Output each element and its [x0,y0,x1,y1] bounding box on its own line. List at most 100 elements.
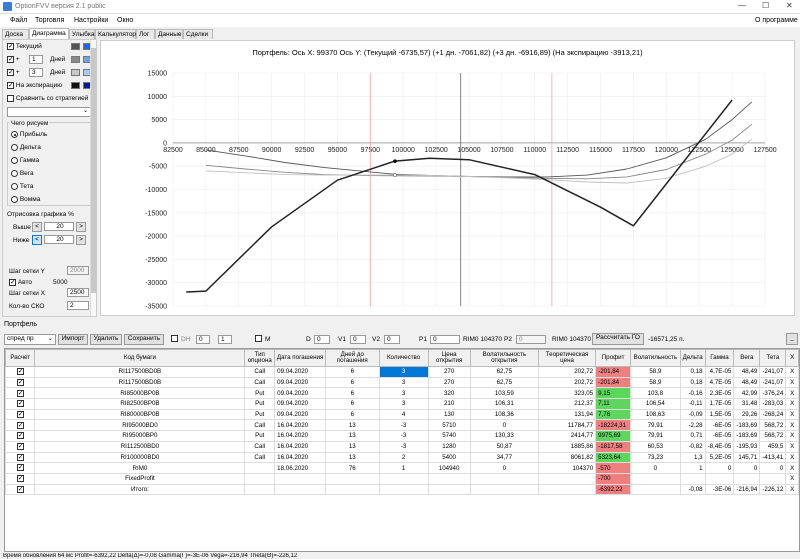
cell-vol-open[interactable]: 106,31 [469,398,540,410]
row-delete-button[interactable]: X [785,472,799,485]
cell-qty[interactable]: -3 [378,440,429,453]
cell-qty[interactable] [378,472,429,485]
column-header[interactable]: Гамма [704,349,735,367]
cell-price[interactable] [427,472,471,485]
row-delete-button[interactable]: X [785,387,799,400]
cell-qty[interactable]: 1 [378,462,429,474]
cell-vol-open[interactable]: 0 [469,462,540,474]
payoff-chart[interactable]: Портфель: Ось X: 99370 Ось Y: (Текущий -… [100,40,795,316]
cell-qty[interactable]: 3 [378,376,429,389]
radio-profit[interactable]: Прибыль [11,131,47,138]
cell-price[interactable]: 1280 [427,440,471,453]
cell-qty[interactable] [378,483,429,496]
cell-price[interactable]: 270 [427,366,471,378]
table-row[interactable]: RI95000BD0Call16.04.202013-35710011784,7… [5,419,799,432]
row-delete-button[interactable]: X [785,440,799,453]
dh-input-2[interactable]: 1 [218,335,232,344]
column-header[interactable]: Профит [595,349,631,367]
settings-scrollbar[interactable] [90,40,96,316]
menu-window[interactable]: Окно [117,17,134,24]
v2-input[interactable]: 0 [384,335,400,344]
cell-price[interactable]: 5740 [427,430,471,442]
radio-theta[interactable]: Тета [11,183,33,190]
table-row[interactable]: Итого: -6392,22 -0,08-3E-06-216,94-226,12X [5,483,799,496]
plus3-days-input[interactable]: 3 [29,68,43,77]
table-row[interactable]: RI112500BD0Call16.04.202013-3128050,8718… [5,440,799,453]
cell-vol-open[interactable]: 103,59 [469,387,540,400]
radio-theta-dot[interactable] [11,183,18,190]
tab-calculator[interactable]: Калькулятор [95,29,136,39]
radio-vomma[interactable]: Вомма [11,196,40,203]
column-header[interactable]: Тета [759,349,787,367]
cell-vol-open[interactable]: 0 [469,419,540,432]
cell-qty[interactable]: 3 [378,398,429,410]
row-calc-checkbox[interactable] [5,376,36,389]
above-input[interactable]: 20 [44,222,74,231]
tab-diagram[interactable]: Диаграмма [29,28,69,39]
radio-vega[interactable]: Вега [11,170,34,177]
current-checkbox[interactable] [7,42,14,50]
row-calc-checkbox[interactable] [5,387,36,400]
above-increase-button[interactable]: > [76,222,86,232]
cell-price[interactable]: 270 [427,376,471,389]
cell-vol-open[interactable]: 34,77 [469,451,540,464]
row-calc-checkbox[interactable] [5,483,36,496]
maximize-button[interactable]: ☐ [762,1,770,10]
row-calc-checkbox[interactable] [5,430,36,442]
cell-vol-open[interactable]: 62,75 [469,366,540,378]
column-header[interactable]: Количество [378,349,429,367]
table-row[interactable]: RI95000BP0Put16.04.202013-35740130,33241… [5,430,799,442]
cell-price[interactable]: 130 [427,408,471,421]
row-calc-checkbox[interactable] [5,408,36,421]
menu-settings[interactable]: Настройки [74,17,109,24]
cell-price[interactable]: 5400 [427,451,471,464]
row-calc-checkbox[interactable] [5,419,36,432]
minimize-button[interactable]: — [738,1,746,10]
table-row[interactable]: RI82500BP0BPut09.04.202063210106,31212,3… [5,398,799,410]
compare-checkbox[interactable] [7,95,14,102]
cell-qty[interactable]: 4 [378,408,429,421]
table-row[interactable]: RI100000BD0Call16.04.2020132540034,77806… [5,451,799,464]
tab-trades[interactable]: Сделки [183,29,213,39]
sko-input[interactable]: 2 [67,301,89,310]
auto-checkbox[interactable] [9,278,16,286]
column-header[interactable]: Цена открытия [427,349,471,367]
column-header[interactable]: Расчет [5,349,36,367]
table-row[interactable]: FixedProfit -700 X [5,472,799,485]
menu-about[interactable]: О программе [755,17,798,24]
column-header[interactable]: Тип опциона [244,349,276,367]
cell-qty[interactable]: -3 [378,419,429,432]
chart-svg[interactable]: 15000 10000 5000 0 -5000 -10000 -15000 -20000 -2… [101,41,796,317]
cell-qty[interactable]: 3 [378,366,429,378]
tab-log[interactable]: Лог [136,29,155,39]
below-decrease-button[interactable]: < [32,235,42,245]
plus3-color-swatch[interactable] [71,69,80,76]
cell-price[interactable]: 210 [427,398,471,410]
below-increase-button[interactable]: > [76,235,86,245]
save-button[interactable]: Сохранить [124,334,164,345]
cell-qty[interactable]: -3 [378,430,429,442]
compare-strategy-select[interactable]: ⌄ [7,107,91,117]
grid-x-input[interactable]: 2500 [67,288,89,297]
row-delete-button[interactable]: X [785,430,799,442]
tab-board[interactable]: Доска [2,29,29,39]
row-delete-button[interactable]: X [785,451,799,464]
cell-price[interactable]: 5710 [427,419,471,432]
cell-vol-open[interactable]: 50,87 [469,440,540,453]
v1-input[interactable]: 0 [350,335,366,344]
cell-vol-open[interactable]: 108,36 [469,408,540,421]
row-calc-checkbox[interactable] [5,451,36,464]
strategy-select[interactable]: спред пр ⌄ [4,334,56,345]
expiry-checkbox[interactable] [7,81,14,89]
plus3-checkbox[interactable] [7,68,14,76]
tab-data[interactable]: Данные [155,29,183,39]
row-delete-button[interactable]: X [785,462,799,474]
collapse-button[interactable]: _ [786,333,798,345]
table-row[interactable]: RI117500BD0BCall09.04.20206327062,75202,… [5,366,799,378]
row-delete-button[interactable]: X [785,366,799,378]
p2-input[interactable]: 0 [516,335,546,344]
grid-y-input[interactable]: 2000 [67,266,89,275]
row-delete-button[interactable]: X [785,398,799,410]
above-decrease-button[interactable]: < [32,222,42,232]
